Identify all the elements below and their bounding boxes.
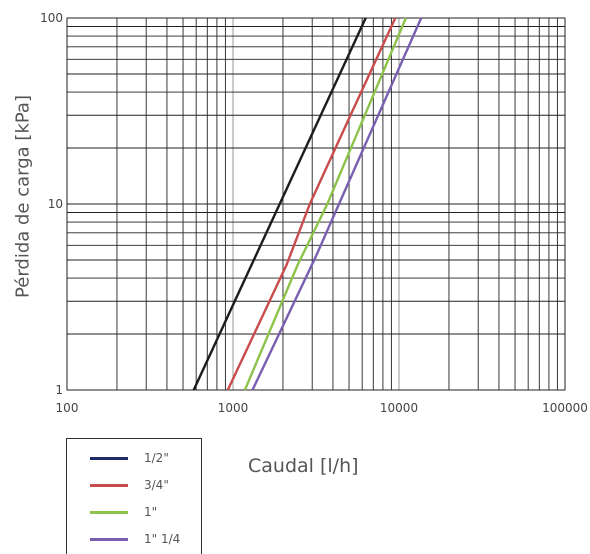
legend-item: 1/2" xyxy=(67,448,169,468)
series-line xyxy=(226,17,397,391)
x-tick-label: 1000 xyxy=(218,401,249,415)
legend-swatch xyxy=(90,456,128,460)
series-line xyxy=(251,17,423,391)
legend-item: 1" xyxy=(67,502,157,522)
legend-item: 3/4" xyxy=(67,475,169,495)
y-tick-label: 100 xyxy=(40,11,63,25)
tick-labels: 100 1000 10000 100000 1 10 100 xyxy=(40,11,588,415)
chart-grid xyxy=(66,17,566,391)
plot-border xyxy=(66,17,566,391)
legend-item: 1" 1/4 xyxy=(67,529,180,549)
chart: 100 1000 10000 100000 1 10 100 xyxy=(40,11,588,415)
x-tick-label: 10000 xyxy=(380,401,418,415)
x-tick-label: 100 xyxy=(56,401,79,415)
y-tick-label: 1 xyxy=(55,383,63,397)
y-tick-label: 10 xyxy=(48,197,63,211)
legend-label: 1/2" xyxy=(144,451,169,465)
series-layer xyxy=(192,17,423,391)
legend-label: 3/4" xyxy=(144,478,169,492)
x-axis-label: Caudal [l/h] xyxy=(248,455,359,477)
legend: 1/2" 3/4" 1" 1" 1/4 xyxy=(66,438,202,554)
series-line xyxy=(243,17,408,391)
y-axis-label: Pérdida de carga [kPa] xyxy=(12,95,34,298)
legend-label: 1" 1/4 xyxy=(144,532,181,546)
series-line xyxy=(192,17,367,391)
legend-swatch xyxy=(90,537,128,541)
x-tick-label: 100000 xyxy=(542,401,588,415)
legend-swatch xyxy=(90,510,128,514)
legend-swatch xyxy=(90,483,128,487)
plot-frame xyxy=(66,17,566,391)
legend-label: 1" xyxy=(144,505,158,519)
